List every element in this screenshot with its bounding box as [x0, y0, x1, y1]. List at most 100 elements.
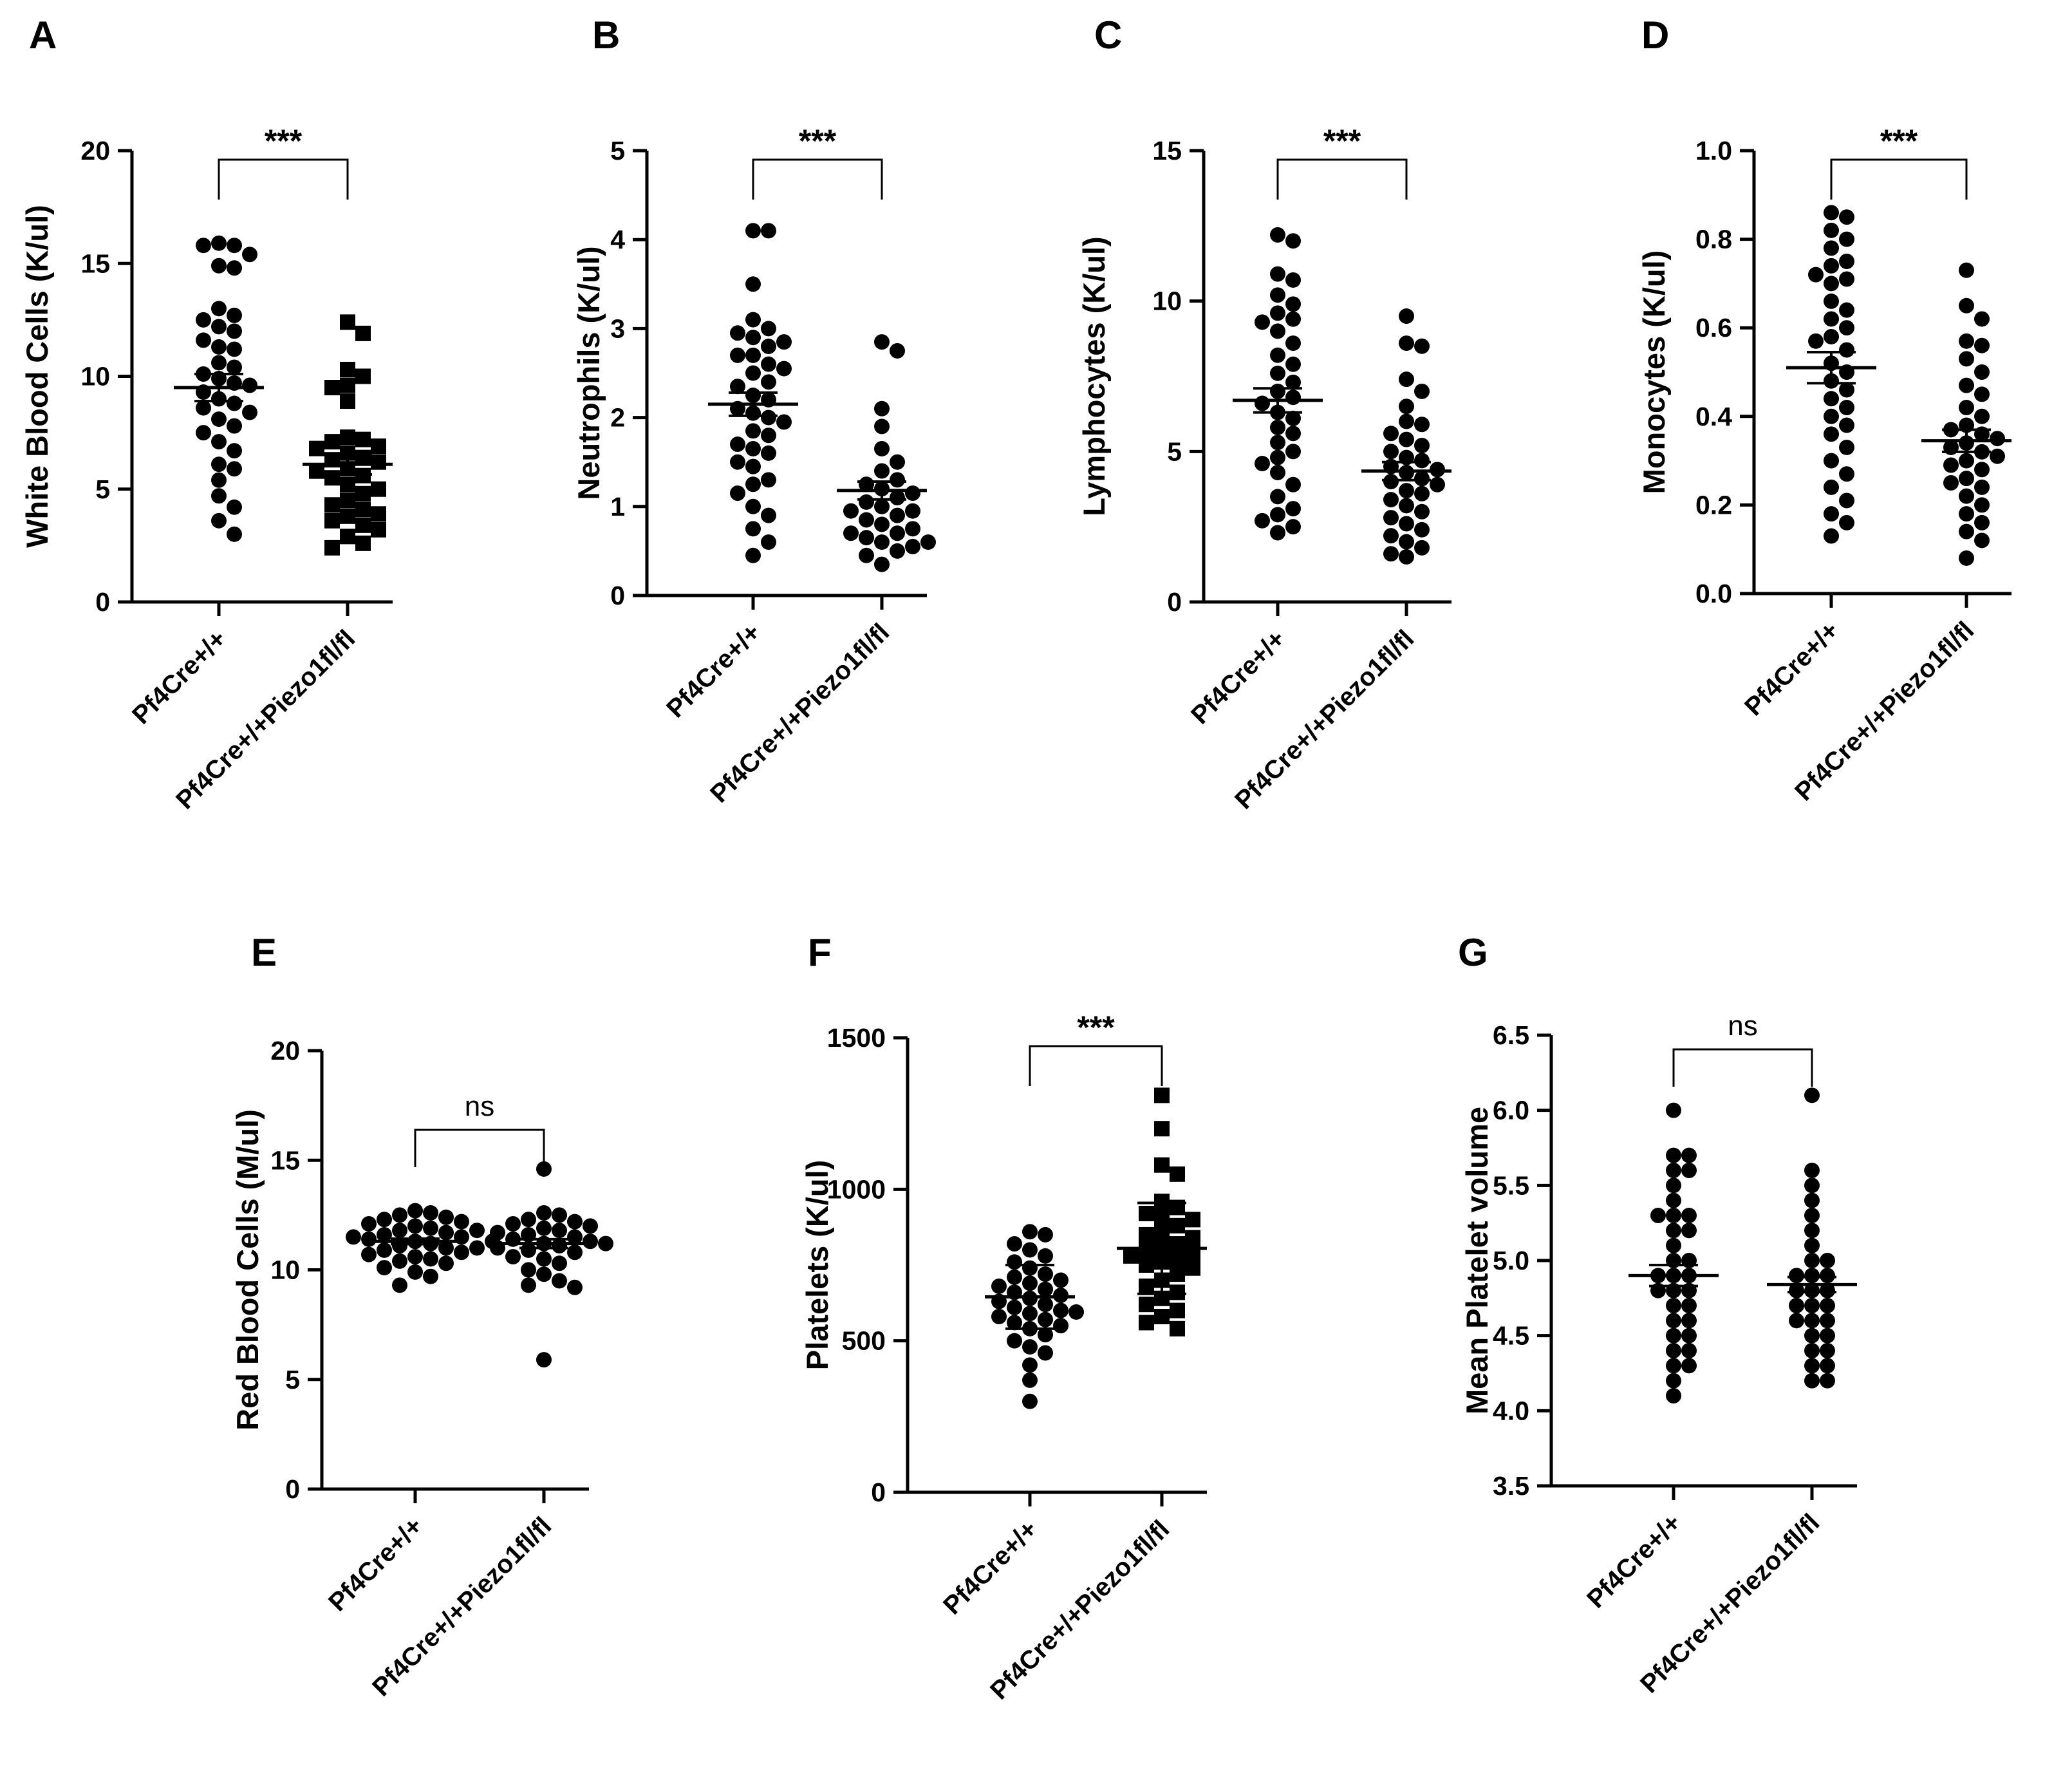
significance-bracket: [218, 158, 349, 200]
data-point: [490, 1224, 505, 1241]
data-point: [1974, 514, 1990, 530]
series-control: [1629, 1102, 1719, 1403]
data-point: [552, 1273, 567, 1289]
data-point: [1824, 328, 1839, 344]
data-point: [1285, 410, 1301, 426]
data-point: [1170, 1266, 1185, 1282]
data-point: [874, 516, 890, 532]
data-point: [1804, 1208, 1820, 1223]
data-point: [1185, 1212, 1200, 1228]
data-point: [843, 503, 859, 519]
data-point: [521, 1262, 536, 1278]
data-point: [1666, 1147, 1681, 1163]
data-point: [1007, 1236, 1022, 1252]
data-point: [1804, 1358, 1820, 1374]
panel-d: D 0.0 0.2 0.4 0.6 0.8 1.0 Monocytes (K/ul) Pf4Cr…: [1637, 14, 2011, 806]
data-point: [438, 1224, 454, 1241]
data-point: [227, 499, 242, 515]
data-point: [242, 377, 257, 393]
data-point: [1959, 471, 1974, 487]
data-point: [598, 1235, 613, 1252]
y-tick-label: 5: [95, 474, 110, 504]
data-point: [536, 1251, 552, 1267]
data-point: [1824, 453, 1839, 469]
data-point: [1022, 1393, 1038, 1409]
data-point: [536, 1352, 552, 1368]
x-category-label: Pf4Cre+/+: [1582, 1508, 1686, 1613]
data-point: [1170, 1166, 1185, 1182]
y-tick-label: 1500: [827, 1023, 886, 1053]
data-point: [1270, 489, 1285, 505]
significance-label: ***: [1077, 1009, 1115, 1046]
data-point: [1270, 435, 1285, 451]
data-point: [1789, 1268, 1804, 1284]
panel-letter: A: [29, 14, 57, 57]
data-point: [1270, 365, 1285, 381]
data-point: [1007, 1254, 1022, 1270]
data-point: [242, 247, 257, 263]
data-point: [1053, 1272, 1069, 1288]
data-point: [1170, 1320, 1185, 1336]
data-point: [920, 534, 936, 550]
data-point: [521, 1212, 536, 1228]
data-point: [324, 497, 340, 513]
data-point: [776, 361, 792, 377]
y-tick-label: 0: [1167, 587, 1182, 617]
y-tick-label: 0: [285, 1474, 300, 1504]
data-point: [355, 502, 371, 518]
data-point: [1285, 335, 1301, 352]
data-point: [890, 507, 905, 523]
data-point: [392, 1207, 407, 1223]
y-tick-label: 15: [1152, 136, 1182, 165]
data-point: [745, 521, 761, 537]
data-point: [905, 538, 920, 554]
significance-bracket: [1276, 158, 1408, 200]
data-point: [1839, 400, 1854, 416]
data-point: [423, 1268, 438, 1284]
data-point: [469, 1240, 485, 1256]
data-point: [1820, 1373, 1835, 1389]
panel-a: A 0 5 10 15 20 White Blood Cells (K/ul) Pf4Cre+…: [20, 14, 393, 814]
data-point: [1038, 1345, 1053, 1361]
data-point: [567, 1244, 583, 1261]
data-point: [371, 454, 386, 470]
data-point: [1270, 507, 1285, 523]
data-point: [1285, 476, 1301, 492]
data-point: [536, 1220, 552, 1236]
series-knockout: [490, 1161, 613, 1368]
data-point: [1666, 1313, 1681, 1329]
data-point: [227, 323, 242, 339]
x-category-label: Pf4Cre+/+: [1739, 616, 1844, 721]
data-point: [1839, 417, 1854, 433]
data-point: [1139, 1297, 1154, 1313]
data-point: [1839, 492, 1854, 509]
data-point: [505, 1215, 521, 1232]
data-point: [1789, 1313, 1804, 1329]
data-point: [730, 379, 745, 395]
data-point: [1399, 371, 1414, 388]
data-point: [407, 1249, 423, 1265]
y-tick-label: 20: [80, 136, 110, 165]
series-knockout: [837, 334, 936, 572]
data-point: [377, 1242, 392, 1258]
data-point: [423, 1220, 438, 1236]
data-point: [1804, 1192, 1820, 1208]
data-point: [890, 489, 905, 505]
x-category-label: Pf4Cre+/+: [661, 618, 766, 723]
data-point: [874, 463, 890, 479]
data-point: [552, 1255, 567, 1271]
data-point: [1383, 426, 1399, 442]
data-point: [438, 1255, 454, 1271]
data-point: [371, 506, 386, 522]
y-tick-label: 3.5: [1493, 1471, 1529, 1501]
data-point: [1959, 333, 1974, 349]
data-point: [843, 525, 859, 541]
data-point: [377, 1212, 392, 1228]
data-point: [730, 485, 745, 502]
significance-bracket: [1029, 1045, 1163, 1086]
data-point: [1123, 1248, 1139, 1264]
data-point: [1185, 1230, 1200, 1246]
data-point: [745, 458, 761, 474]
